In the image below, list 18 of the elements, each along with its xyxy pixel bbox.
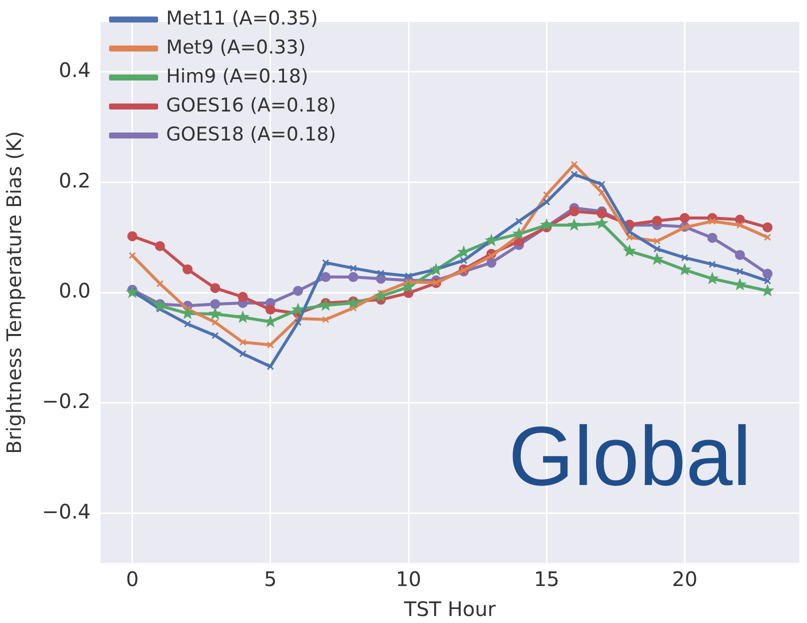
legend-label: Met11 (A=0.35): [166, 7, 318, 30]
legend-label: GOES16 (A=0.18): [166, 94, 336, 116]
x-tick-label: 10: [396, 567, 422, 592]
x-axis-title: TST Hour: [403, 597, 497, 622]
y-axis-title: Brightness Temperature Bias (K): [2, 131, 26, 454]
x-tick-label: 15: [534, 567, 560, 592]
y-tick-label: 0.4: [58, 58, 91, 82]
legend-label: Him9 (A=0.18): [166, 65, 308, 88]
legend-label: Met9 (A=0.33): [166, 36, 306, 58]
annotation: Global: [508, 409, 752, 503]
x-tick-label: 5: [264, 567, 277, 592]
y-tick-label: −0.2: [42, 389, 91, 414]
y-tick-label: −0.4: [42, 500, 91, 524]
y-tick-label: 0.2: [58, 168, 91, 192]
y-tick-label: 0.0: [58, 278, 91, 303]
x-tick-label: 20: [672, 567, 698, 592]
legend-label: GOES18 (A=0.18): [166, 123, 336, 146]
x-tick-label: 0: [126, 567, 139, 592]
